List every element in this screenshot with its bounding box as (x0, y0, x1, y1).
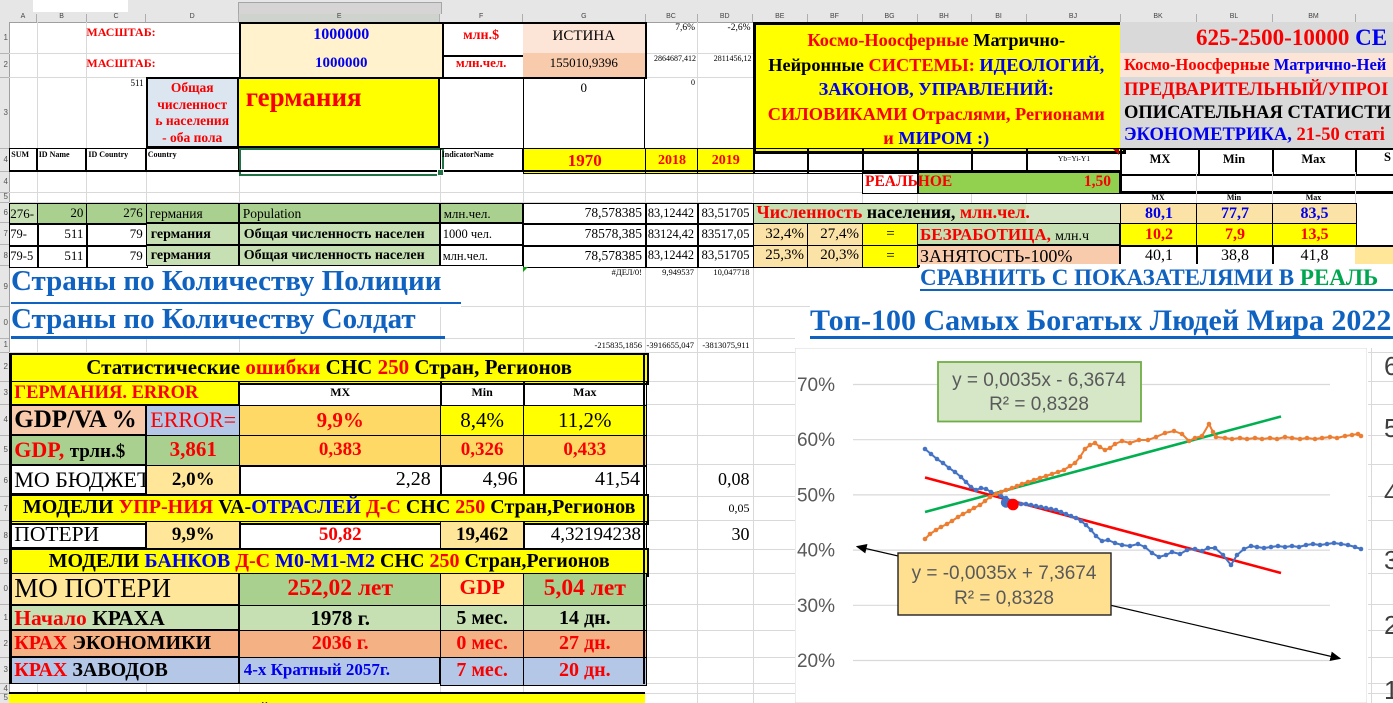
svg-text:30%: 30% (797, 596, 835, 617)
svg-text:y = 0,0035x - 6,3674: y = 0,0035x - 6,3674 (952, 370, 1126, 391)
svg-text:40%: 40% (797, 541, 835, 562)
svg-text:R² = 0,8328: R² = 0,8328 (954, 588, 1054, 609)
svg-text:y = -0,0035x + 7,3674: y = -0,0035x + 7,3674 (912, 563, 1097, 584)
svg-text:50%: 50% (797, 485, 835, 506)
svg-text:60%: 60% (797, 430, 835, 451)
svg-text:70%: 70% (797, 375, 835, 396)
svg-text:20%: 20% (797, 651, 835, 672)
svg-text:R² = 0,8328: R² = 0,8328 (989, 394, 1089, 415)
